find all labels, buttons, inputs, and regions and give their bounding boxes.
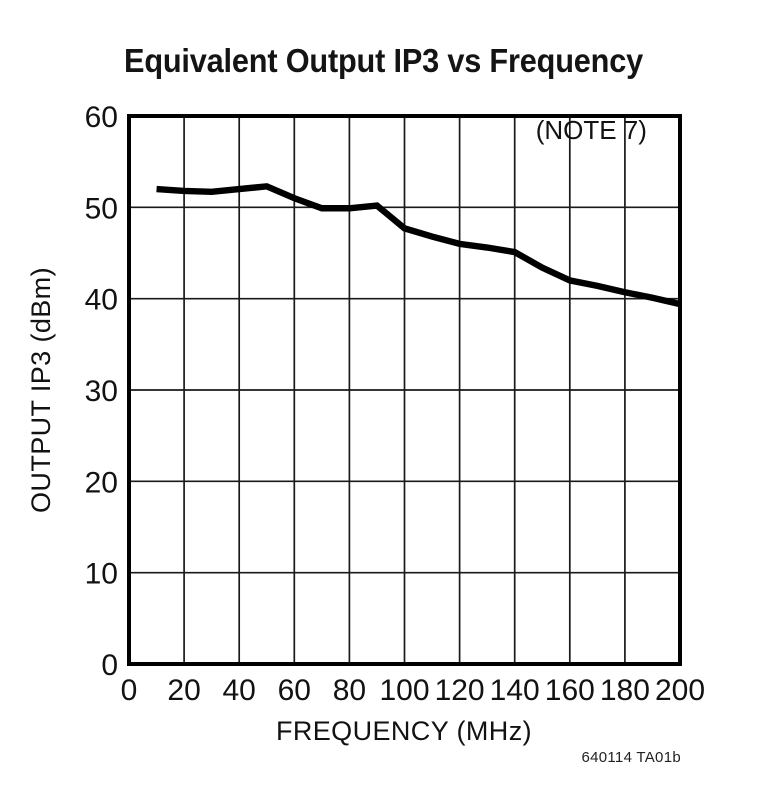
x-tick-label: 160 <box>545 674 595 707</box>
y-axis-title: OUTPUT IP3 (dBm) <box>26 267 56 513</box>
x-tick-label: 20 <box>167 674 200 707</box>
x-tick-label: 60 <box>278 674 311 707</box>
x-tick-label: 0 <box>121 674 138 707</box>
x-tick-label: 40 <box>223 674 256 707</box>
x-tick-label: 200 <box>655 674 705 707</box>
x-tick-label: 180 <box>600 674 650 707</box>
y-tick-label: 0 <box>101 649 118 682</box>
y-tick-label: 10 <box>85 558 118 591</box>
x-tick-label: 120 <box>435 674 485 707</box>
x-tick-label: 140 <box>490 674 540 707</box>
y-tick-label: 20 <box>85 466 118 499</box>
x-axis-title: FREQUENCY (MHz) <box>276 716 532 746</box>
x-tick-label: 100 <box>379 674 429 707</box>
grid-lines <box>129 116 680 664</box>
y-tick-label: 30 <box>85 375 118 408</box>
chart-title: Equivalent Output IP3 vs Frequency <box>124 42 643 79</box>
note-annotation: (NOTE 7) <box>536 115 647 145</box>
y-axis-tick-labels: 0 10 20 30 40 50 60 <box>85 101 118 682</box>
x-tick-label: 80 <box>333 674 366 707</box>
plot-frame <box>127 114 682 666</box>
plot-annotation: (NOTE 7) <box>536 115 647 145</box>
y-tick-label: 60 <box>85 101 118 134</box>
x-axis-tick-labels: 0 20 40 60 80 100 120 140 160 180 200 <box>121 674 705 707</box>
figure-credit: 640114 TA01b <box>581 749 681 766</box>
y-tick-label: 50 <box>85 192 118 225</box>
data-series-line <box>156 183 681 308</box>
y-tick-label: 40 <box>85 284 118 317</box>
